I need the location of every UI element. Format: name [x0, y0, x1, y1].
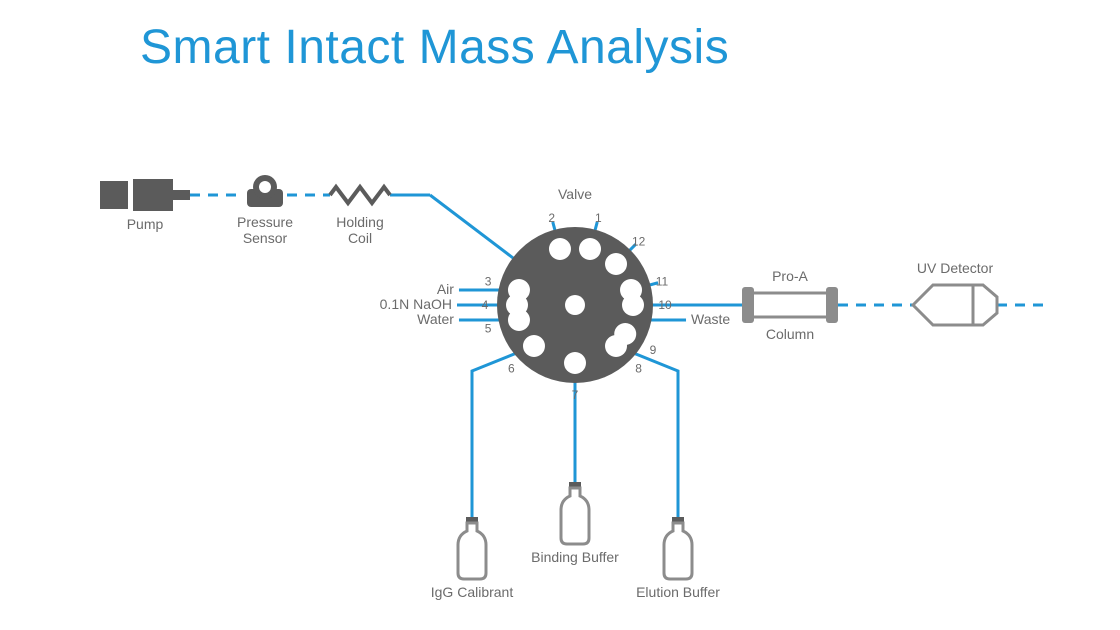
bb-bottle-label: Binding Buffer: [531, 549, 619, 565]
water-label: Water: [417, 311, 454, 327]
coil-icon: [330, 187, 390, 203]
coil-label: Holding: [336, 214, 383, 230]
valve-port-number: 3: [485, 275, 492, 289]
waste-label: Waste: [691, 311, 730, 327]
valve-port-number: 1: [595, 211, 602, 225]
sensor-icon: [259, 181, 271, 193]
igc-bottle-icon: [458, 523, 486, 579]
pump-icon: [133, 179, 173, 211]
valve-port-number: 7: [572, 388, 579, 402]
column-icon: [742, 287, 754, 323]
valve-port: [620, 279, 642, 301]
sensor-label: Sensor: [243, 230, 288, 246]
pump-icon: [173, 190, 190, 200]
valve-label: Valve: [558, 186, 592, 202]
naoh-label: 0.1N NaOH: [380, 296, 452, 312]
coil-label: Coil: [348, 230, 372, 246]
igc-bottle-label: IgG Calibrant: [431, 584, 514, 600]
bb-bottle-icon: [561, 488, 589, 544]
valve-port: [564, 352, 586, 374]
valve-hub: [565, 295, 585, 315]
valve-port-number: 2: [548, 211, 555, 225]
column-label: Column: [766, 326, 814, 342]
uv-icon: [913, 285, 997, 325]
sensor-label: Pressure: [237, 214, 293, 230]
valve-port-number: 4: [482, 298, 489, 312]
eb-bottle-label: Elution Buffer: [636, 584, 720, 600]
air-label: Air: [437, 281, 454, 297]
pump-icon: [100, 181, 128, 209]
pump-label: Pump: [127, 216, 164, 232]
valve-port-number: 6: [508, 362, 515, 376]
valve-port-number: 9: [650, 343, 657, 357]
eb-bottle-icon: [664, 523, 692, 579]
column-icon: [826, 287, 838, 323]
valve-port: [605, 253, 627, 275]
valve-port-number: 11: [656, 275, 669, 289]
valve-port: [579, 238, 601, 260]
column-top-label: Pro-A: [772, 268, 808, 284]
valve-port: [549, 238, 571, 260]
valve-port-number: 12: [632, 234, 646, 248]
valve-port: [523, 335, 545, 357]
valve-port: [614, 323, 636, 345]
valve-port-number: 10: [658, 298, 672, 312]
valve-port: [508, 309, 530, 331]
valve-port-number: 8: [635, 362, 642, 376]
column-icon: [752, 293, 828, 317]
diagram-canvas: Air0.1N NaOHWaterWaste123456789101112Val…: [0, 0, 1120, 630]
valve-port-number: 5: [485, 321, 492, 335]
uv-label: UV Detector: [917, 260, 994, 276]
